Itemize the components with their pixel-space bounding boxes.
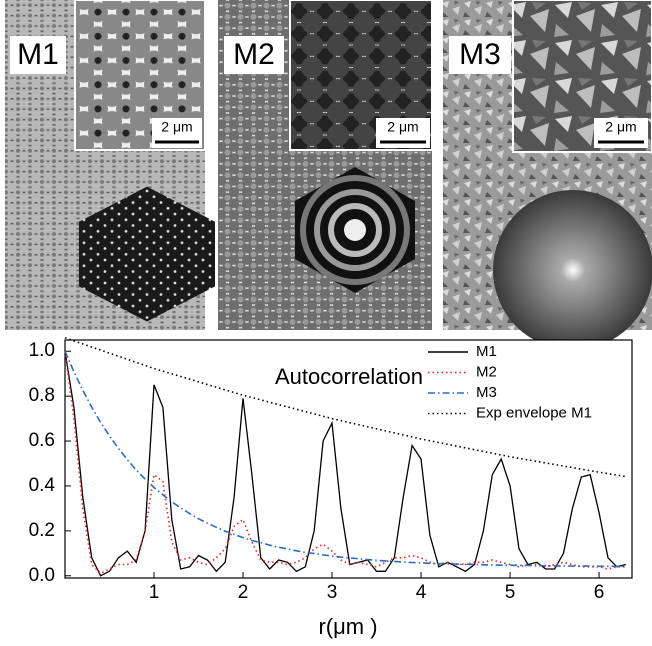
x-tick-label: 2 [238,582,249,603]
y-tick-label: 0.2 [29,520,55,541]
panel-label: M2 [233,38,275,71]
scale-bar-label: 2 μm [605,119,636,135]
x-axis-title: r(μm ) [318,614,377,639]
x-tick-label: 4 [416,582,427,603]
panel-m3: M3 2 μm [443,0,652,350]
y-tick-label: 0.6 [29,430,55,451]
legend-label: M1 [476,343,497,360]
panel-m1: M1 2 μm [5,0,215,330]
y-tick-label: 0.8 [29,385,55,406]
x-tick-label: 6 [594,582,605,603]
scale-bar-label: 2 μm [161,119,192,135]
figure: M1 2 μm M2 2 μm M3 2 μm Autocorrelation … [0,0,652,646]
x-tick-label: 1 [149,582,160,603]
annotation: Autocorrelation [275,364,423,389]
panel-label: M1 [17,38,59,71]
panel-m2: M2 2 μm [218,0,432,330]
y-tick-label: 0.4 [29,475,56,496]
legend-label: M3 [476,384,497,401]
x-tick-label: 5 [505,582,516,603]
y-tick-label: 1.0 [29,340,55,361]
x-tick-label: 3 [327,582,338,603]
legend-label: Exp envelope M1 [476,404,592,421]
legend-label: M2 [476,363,497,380]
panel-label: M3 [459,38,501,71]
y-tick-label: 0.0 [29,565,55,586]
scale-bar-label: 2 μm [387,119,418,135]
